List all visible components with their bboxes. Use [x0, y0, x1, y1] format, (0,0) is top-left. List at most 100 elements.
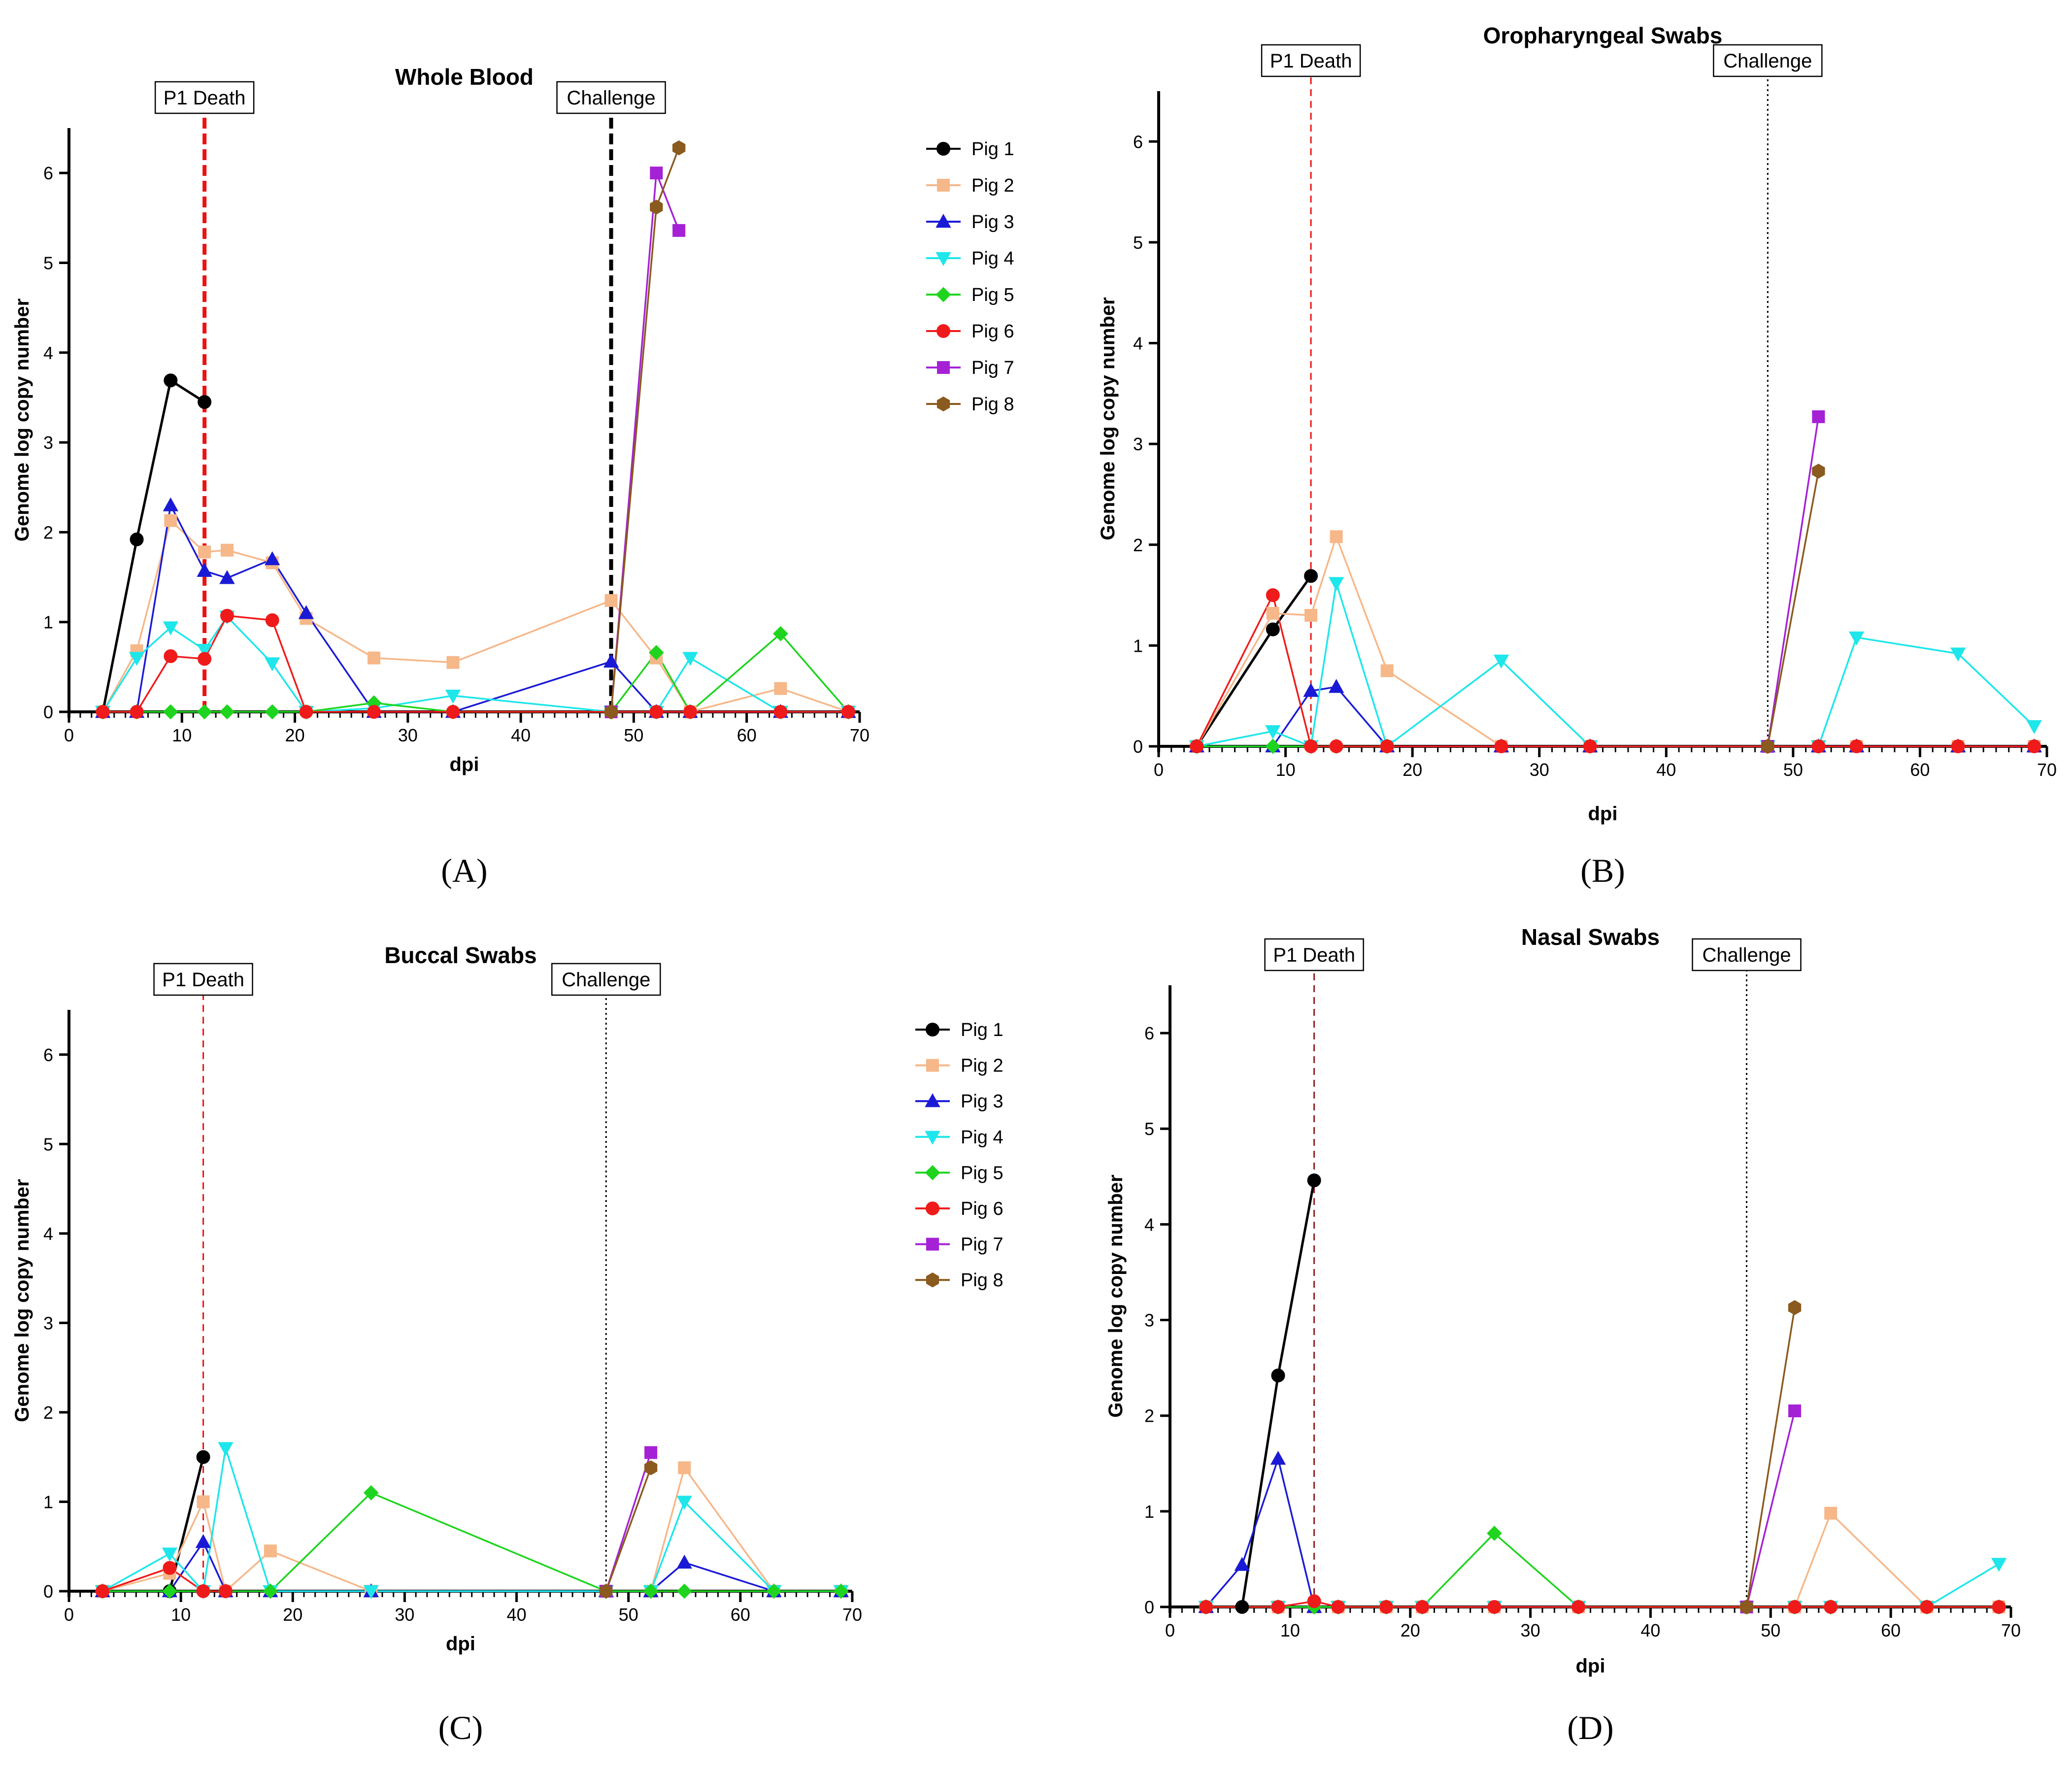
legend-marker-pig-4 [936, 252, 951, 267]
data-point-pig-5 [265, 704, 280, 720]
data-point-pig-2 [198, 545, 211, 559]
challenge-label: Challenge [562, 969, 650, 991]
data-point-pig-3 [1234, 1557, 1250, 1571]
data-point-pig-6 [773, 705, 788, 719]
p1-death-label: P1 Death [1273, 944, 1355, 966]
series-line-pig-5 [1206, 1532, 1999, 1608]
data-point-pig-6 [265, 613, 279, 628]
series-line-pig-8 [605, 1467, 652, 1592]
data-point-pig-3 [219, 570, 235, 584]
series-line-pig-7 [605, 1452, 652, 1592]
series-line-pig-4 [1206, 1563, 2000, 1608]
data-point-pig-5 [197, 704, 212, 720]
y-tick-label: 2 [43, 522, 53, 542]
legend-label: Pig 4 [961, 1127, 1003, 1148]
challenge-label: Challenge [1723, 50, 1812, 72]
data-point-pig-4 [682, 652, 698, 666]
x-tick-label: 10 [171, 1604, 191, 1625]
legend-label: Pig 1 [961, 1020, 1003, 1040]
x-tick-label: 50 [619, 1604, 638, 1625]
data-point-pig-6 [198, 652, 212, 666]
series-line-pig-3 [102, 502, 849, 713]
data-point-pig-4 [1848, 631, 1865, 646]
data-point-pig-2 [197, 1495, 210, 1508]
legend-label: Pig 2 [971, 175, 1014, 196]
data-point-pig-4 [363, 1585, 379, 1600]
series-line-pig-4 [102, 1447, 841, 1593]
legend-marker-pig-1 [926, 1023, 939, 1036]
series-line-pig-3 [1205, 1455, 1315, 1608]
data-point-pig-3 [603, 653, 619, 668]
data-point-pig-6 [2027, 739, 2041, 753]
legend-label: Pig 8 [971, 394, 1014, 415]
x-tick-label: 40 [507, 1604, 527, 1625]
panel-letter: (C) [438, 1709, 483, 1746]
x-tick-label: 30 [1530, 760, 1549, 780]
x-tick-label: 10 [172, 725, 192, 745]
panel-letter: (A) [441, 852, 487, 889]
data-point-pig-1 [130, 532, 144, 546]
y-tick-label: 5 [1144, 1119, 1154, 1139]
x-tick-label: 20 [283, 1604, 302, 1625]
challenge-label-box [556, 81, 666, 114]
data-point-pig-8 [1812, 464, 1825, 479]
data-point-pig-3 [676, 1554, 692, 1569]
series-line-pig-3 [102, 1540, 841, 1592]
y-tick-label: 1 [43, 612, 53, 633]
data-point-pig-6 [219, 1584, 233, 1598]
chart-title: Oropharyngeal Swabs [1483, 23, 1723, 48]
data-point-pig-7 [644, 1446, 658, 1459]
data-point-pig-8 [1788, 1300, 1802, 1315]
series-line-pig-2 [1196, 534, 2035, 747]
y-tick-label: 0 [1133, 736, 1143, 757]
x-tick-label: 70 [2037, 760, 2057, 780]
panel-letter: (D) [1567, 1709, 1613, 1746]
data-point-pig-2 [264, 1544, 277, 1558]
legend-label: Pig 7 [971, 358, 1014, 378]
legend-marker-pig-3 [925, 1093, 940, 1107]
x-tick-label: 50 [624, 725, 643, 745]
data-point-pig-1 [164, 373, 178, 388]
legend: Pig 1 Pig 2 Pig 3 Pig 4 Pig 5 Pig 6 Pig 7 Pig 8 [926, 139, 1014, 415]
data-point-pig-6 [1788, 1600, 1802, 1614]
x-axis-label: dpi [450, 754, 479, 775]
p1-death-label-box [1261, 44, 1361, 77]
y-tick-label: 5 [1133, 233, 1143, 253]
legend-marker-pig-4 [925, 1131, 940, 1145]
data-point-pig-6 [1304, 739, 1318, 753]
legend-label: Pig 3 [961, 1091, 1003, 1112]
x-tick-label: 40 [511, 725, 531, 745]
series-line-pig-4 [1196, 582, 2035, 748]
data-point-pig-3 [265, 551, 280, 566]
y-tick-label: 1 [43, 1492, 53, 1512]
x-tick-label: 70 [842, 1604, 862, 1625]
data-point-pig-5 [1487, 1526, 1502, 1541]
p1-death-label: P1 Death [1270, 50, 1352, 72]
data-point-pig-3 [1328, 679, 1344, 693]
data-point-pig-6 [1307, 1594, 1321, 1608]
data-point-pig-6 [1380, 739, 1394, 753]
data-point-pig-6 [1379, 1600, 1393, 1614]
x-tick-label: 0 [64, 1604, 74, 1625]
legend-label: Pig 5 [971, 285, 1014, 305]
series-line-pig-1 [102, 1457, 205, 1593]
x-tick-label: 20 [1401, 1620, 1420, 1640]
series-line-pig-8 [1767, 471, 1820, 747]
panel-nasal-swabs: Nasal Swabs 0 10 20 30 40 50 60 70 0 1 2 3 4 5 6 dpi Geno… [1105, 924, 2021, 1746]
data-point-pig-3 [195, 1534, 211, 1548]
data-point-pig-6 [1199, 1600, 1213, 1614]
data-point-pig-6 [130, 705, 144, 719]
x-tick-label: 30 [1521, 1620, 1540, 1640]
data-point-pig-4 [1265, 725, 1281, 739]
x-tick-label: 0 [64, 725, 74, 745]
data-point-pig-5 [648, 645, 664, 661]
data-point-pig-1 [198, 395, 212, 409]
data-point-pig-1 [1271, 1369, 1285, 1383]
y-tick-label: 1 [1133, 635, 1143, 656]
data-point-pig-4 [2026, 720, 2042, 735]
y-tick-label: 3 [43, 433, 53, 453]
data-point-pig-4 [129, 652, 145, 666]
data-point-pig-6 [1920, 1600, 1934, 1614]
data-point-pig-8 [1761, 738, 1774, 754]
data-point-pig-5 [833, 1583, 849, 1599]
